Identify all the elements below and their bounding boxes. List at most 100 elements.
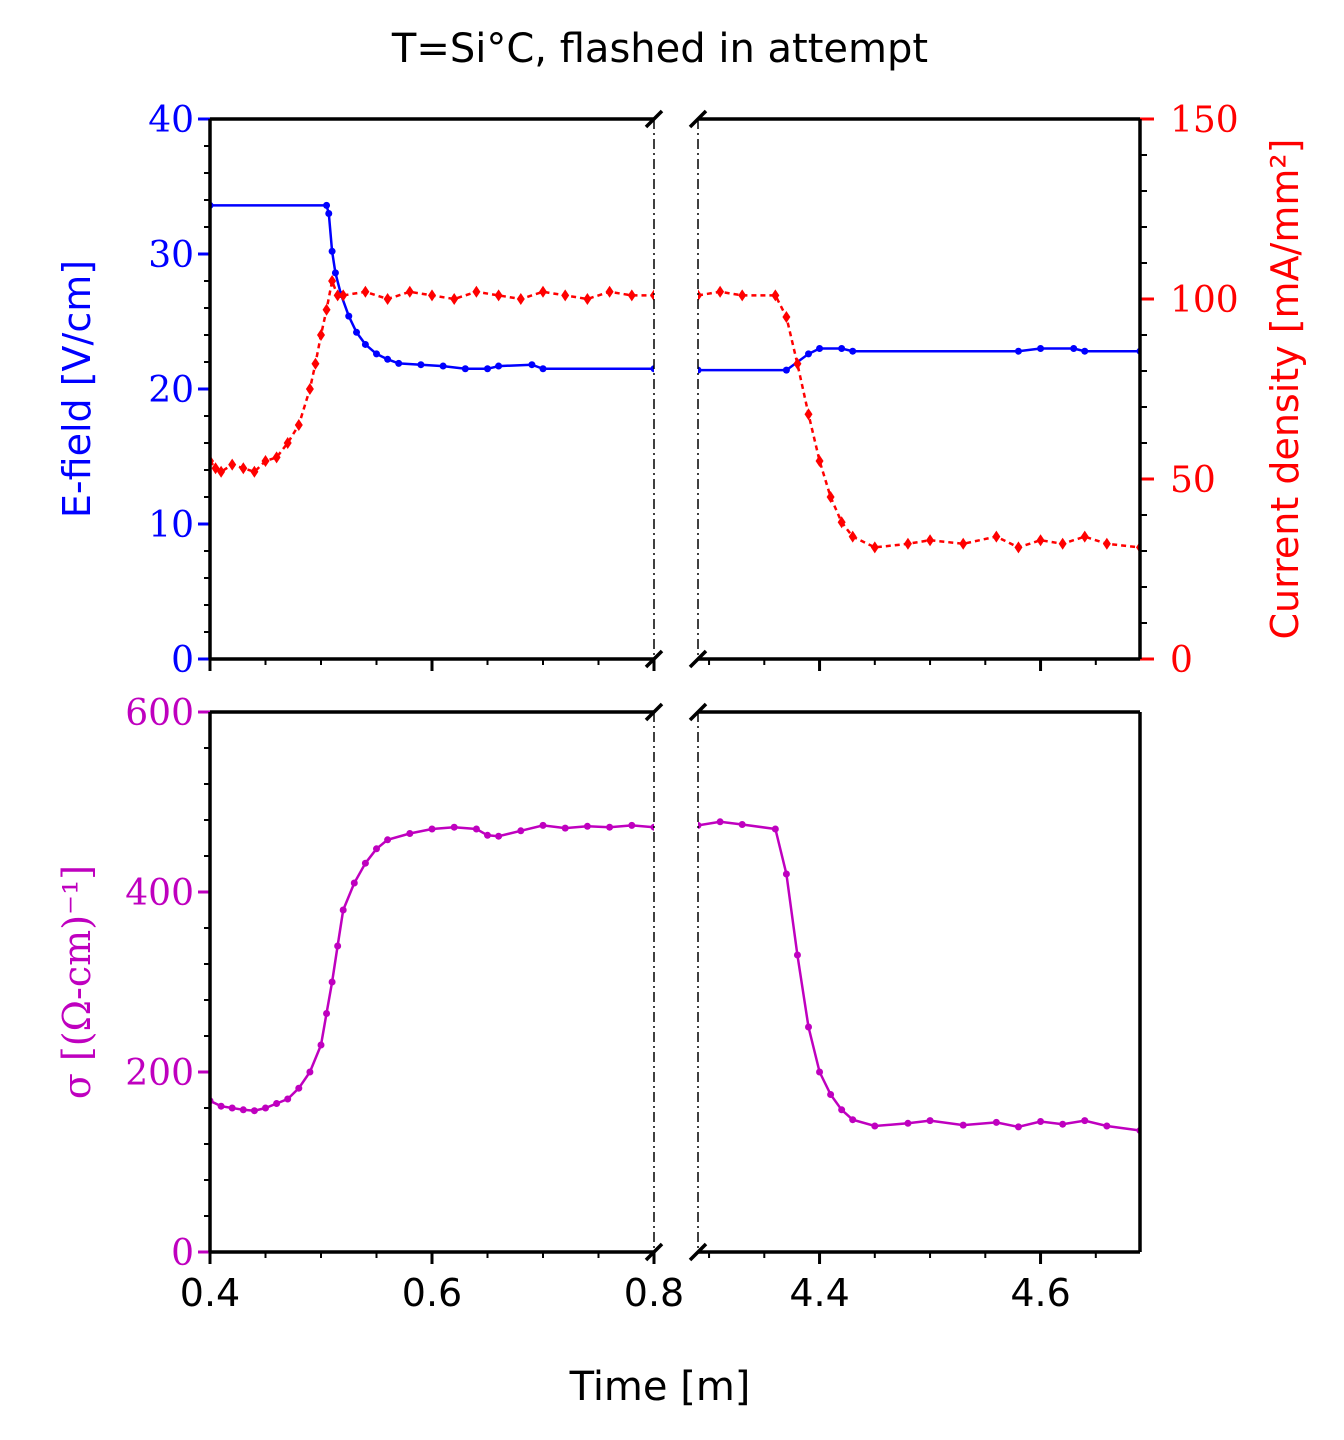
series-line [210,204,654,371]
data-point [295,1084,303,1092]
data-point [782,311,791,323]
data-point [959,1121,967,1129]
break-mark [688,109,708,129]
data-point [273,1100,281,1107]
data-point [272,451,281,464]
data-point [217,465,226,478]
data-point [361,285,370,298]
data-point [804,408,813,421]
chart-title: T=Si°C, flashed in attempt [391,26,928,72]
data-point [405,285,414,298]
data-point [539,365,547,373]
data-point [517,827,525,835]
data-point [322,303,331,316]
data-point [305,383,314,395]
x-tick-label: 0.6 [402,1271,462,1315]
data-point [1081,347,1089,355]
x-tick-label: 4.4 [789,1271,849,1315]
x-tick-label: 4.6 [1010,1271,1070,1315]
data-point [583,822,591,830]
data-point [838,1106,846,1114]
data-point [926,1117,934,1125]
data-point [926,534,935,547]
y2-tick-label: 0 [1170,640,1193,681]
data-point [1036,534,1045,547]
data-point [871,1122,879,1130]
break-mark [644,702,664,722]
data-point [323,201,331,209]
data-point [782,366,790,374]
data-point [539,285,547,298]
data-point [495,832,503,840]
data-point [1070,345,1078,352]
data-point [716,818,724,826]
data-point [1058,537,1067,550]
break-mark [688,702,708,722]
data-point [339,289,348,302]
y2-tick-label: 50 [1170,460,1216,501]
data-point [461,365,469,373]
data-point [450,293,459,305]
x-axis-label: Time [m] [569,1364,751,1410]
series-line [210,824,654,1112]
y2-tick-label: 150 [1170,100,1239,141]
data-point [738,821,746,828]
data-point [849,347,857,355]
data-point [628,821,636,829]
data-point [771,825,779,833]
data-point [805,1023,812,1031]
data-point [228,458,237,471]
data-point [738,289,747,302]
y-tick-label: 10 [148,505,194,546]
y-tick-label: 200 [125,1053,194,1094]
break-mark [644,649,664,669]
data-point [561,289,570,302]
y-tick-label: 20 [148,370,194,411]
data-point [1081,1117,1089,1125]
data-point [1014,347,1022,355]
data-point [361,340,369,348]
data-point [605,285,614,298]
y-tick-label: 40 [148,100,194,141]
data-point [992,1118,1000,1126]
data-point [331,269,339,277]
data-point [528,361,536,369]
data-point [816,345,824,352]
series-segment [210,201,654,373]
data-point [771,289,780,302]
data-point [561,824,569,832]
series-segment [698,345,1140,374]
data-point [793,951,801,959]
data-point [606,823,614,831]
data-point [373,350,380,358]
data-point [328,247,336,255]
frames-layer [208,109,1142,1262]
data-point [903,537,912,550]
series-segment [698,285,1140,554]
data-point [450,823,458,831]
data-point [698,289,702,302]
data-point [1059,1120,1067,1128]
series-segment [210,275,654,478]
y-tick-label: 30 [148,235,194,276]
data-point [283,437,292,449]
data-point [384,355,392,363]
data-point [1037,1118,1045,1125]
data-point [1014,541,1023,554]
data-point [904,1119,912,1127]
data-point [334,942,342,950]
data-point [959,537,968,550]
data-point [716,285,725,298]
data-point [239,1106,247,1114]
data-point [848,530,857,543]
data-point [228,1104,236,1112]
series-segment [210,821,654,1115]
data-point [428,289,436,302]
data-point [383,293,392,305]
data-point [650,365,654,373]
data-point [333,289,342,302]
data-point [870,541,879,554]
data-point [1080,530,1089,543]
